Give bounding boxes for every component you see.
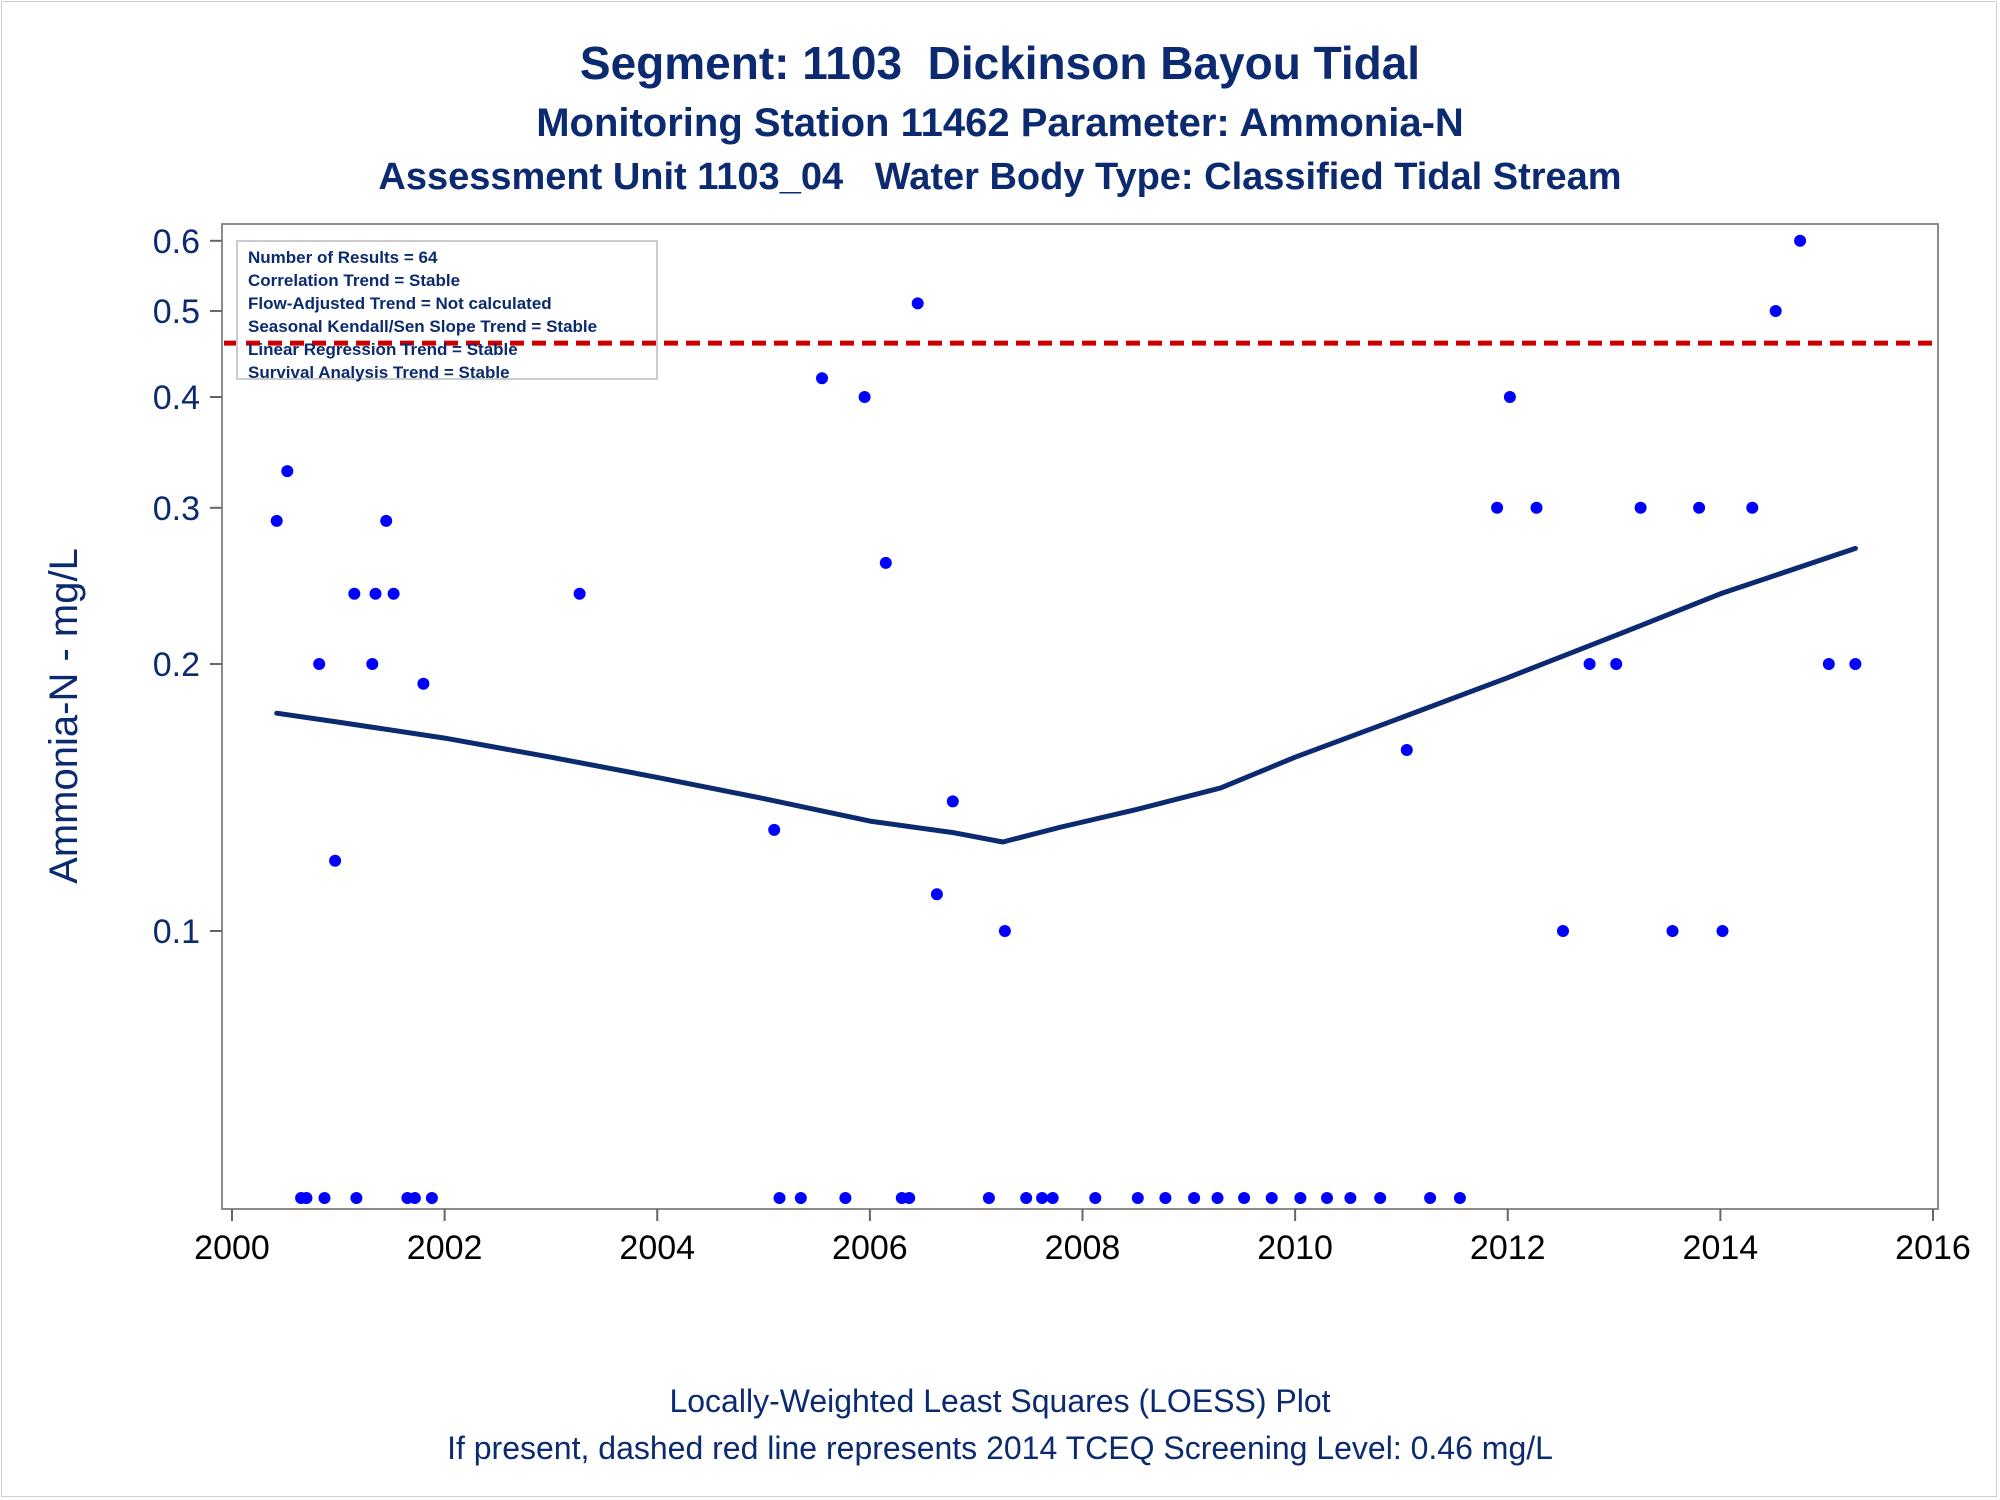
data-point — [903, 1192, 916, 1204]
footer-loess-note: Locally-Weighted Least Squares (LOESS) P… — [669, 1383, 1331, 1419]
data-point — [1634, 501, 1647, 514]
data-point — [1530, 501, 1543, 514]
data-point — [1610, 658, 1623, 670]
data-point — [1321, 1192, 1333, 1204]
data-point — [270, 514, 283, 527]
data-point — [329, 854, 342, 867]
x-tick-label: 2010 — [1257, 1229, 1333, 1267]
data-point — [773, 1192, 786, 1204]
data-point — [1265, 1192, 1278, 1204]
chart-subtitle: Monitoring Station 11462 Parameter: Ammo… — [536, 101, 1464, 145]
data-point — [1583, 658, 1596, 670]
data-point — [348, 587, 361, 600]
data-point — [573, 587, 586, 600]
stats-line-regression: Linear Regression Trend = Stable — [248, 340, 518, 359]
stats-line-correlation: Correlation Trend = Stable — [248, 271, 461, 290]
data-point — [1794, 234, 1807, 247]
data-point — [794, 1192, 807, 1204]
data-point — [1344, 1192, 1357, 1204]
data-point — [1400, 744, 1413, 756]
x-tick-label: 2016 — [1895, 1229, 1971, 1267]
data-point — [816, 372, 828, 385]
loess-line — [274, 545, 1858, 845]
y-tick-label: 0.5 — [153, 293, 200, 331]
data-point — [1089, 1192, 1102, 1204]
data-point — [946, 795, 959, 808]
data-point — [369, 587, 382, 600]
chart-title: Segment: 1103 Dickinson Bayou Tidal — [579, 37, 1421, 89]
data-point — [318, 1192, 331, 1204]
data-point — [1716, 925, 1729, 937]
data-point — [417, 677, 430, 690]
stats-box: Number of Results = 64 Correlation Trend… — [236, 240, 658, 382]
data-point — [1693, 501, 1706, 514]
x-tick-label: 2006 — [832, 1229, 908, 1267]
data-point — [1491, 501, 1504, 514]
data-point — [350, 1192, 363, 1204]
plot-area — [221, 223, 1939, 1210]
data-point — [1159, 1192, 1172, 1204]
data-point — [768, 823, 781, 836]
data-point — [858, 391, 871, 403]
data-point — [1188, 1192, 1201, 1204]
data-point — [366, 658, 379, 670]
data-point — [839, 1192, 852, 1204]
data-point — [1849, 658, 1862, 670]
data-point — [998, 925, 1011, 937]
data-point — [911, 297, 924, 310]
data-point — [930, 888, 943, 901]
data-point — [1046, 1192, 1059, 1204]
data-point — [425, 1192, 438, 1204]
data-point — [281, 465, 294, 478]
data-point — [1131, 1192, 1144, 1204]
chart-subtitle-2: Assessment Unit 1103_04 Water Body Type:… — [378, 156, 1622, 198]
data-point — [1211, 1192, 1224, 1204]
x-tick-label: 2004 — [619, 1229, 695, 1267]
x-tick-label: 2008 — [1045, 1229, 1121, 1267]
y-axis-label: Ammonia-N - mg/L — [42, 548, 86, 884]
footer-screening-note: If present, dashed red line represents 2… — [447, 1430, 1553, 1466]
data-point — [300, 1192, 313, 1204]
x-tick-label: 2012 — [1470, 1229, 1546, 1267]
data-point — [387, 587, 400, 600]
data-point — [1238, 1192, 1251, 1204]
y-tick-label: 0.6 — [153, 223, 200, 261]
y-tick-label: 0.1 — [153, 913, 200, 951]
x-tick-label: 2002 — [407, 1229, 483, 1267]
data-point — [1294, 1192, 1307, 1204]
stats-line-flow: Flow-Adjusted Trend = Not calculated — [248, 294, 552, 313]
data-point — [1503, 391, 1516, 403]
data-point — [1746, 501, 1759, 514]
data-point — [1020, 1192, 1033, 1204]
data-point — [1822, 658, 1835, 670]
data-point — [1453, 1192, 1466, 1204]
stats-line-results: Number of Results = 64 — [248, 248, 438, 267]
data-point — [879, 556, 892, 569]
y-tick-label: 0.3 — [153, 490, 200, 528]
data-point — [1036, 1192, 1049, 1204]
data-point — [380, 514, 393, 527]
data-point — [313, 658, 326, 670]
stats-line-survival: Survival Analysis Trend = Stable — [248, 363, 510, 382]
data-point — [1374, 1192, 1387, 1204]
data-point — [408, 1192, 421, 1204]
data-point — [1424, 1192, 1437, 1204]
stats-line-kendall: Seasonal Kendall/Sen Slope Trend = Stabl… — [248, 317, 598, 336]
data-point — [1769, 305, 1782, 317]
x-tick-label: 2000 — [194, 1229, 270, 1267]
x-tick-label: 2014 — [1683, 1229, 1759, 1267]
y-tick-label: 0.4 — [153, 379, 200, 417]
y-tick-label: 0.2 — [153, 646, 200, 684]
data-point — [1557, 925, 1569, 937]
data-point — [982, 1192, 995, 1204]
data-point — [1666, 925, 1679, 937]
